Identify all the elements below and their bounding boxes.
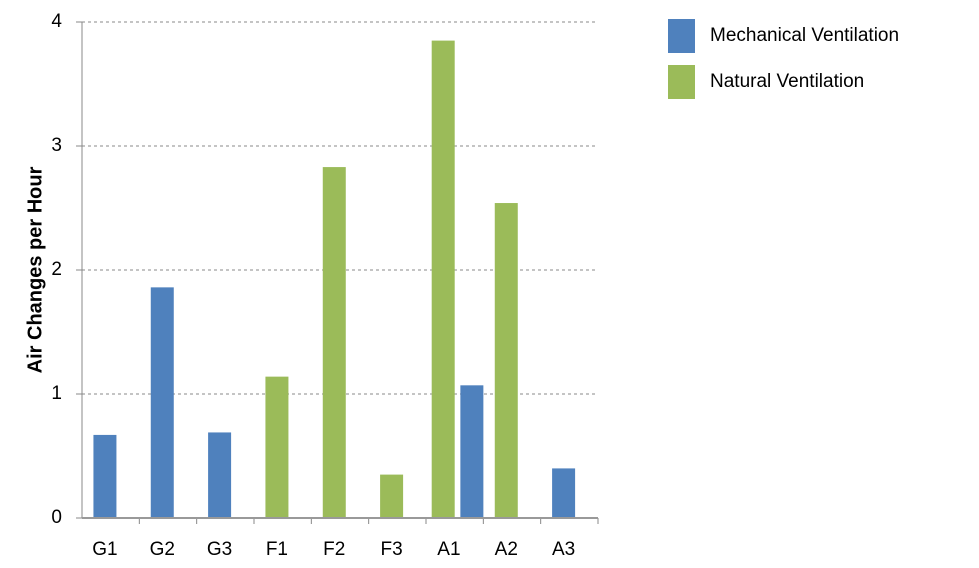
bar [93, 434, 117, 518]
x-tick-label: A3 [552, 539, 575, 560]
bar [265, 376, 289, 518]
x-tick-label: G1 [92, 539, 117, 560]
x-tick-label: F3 [381, 539, 403, 560]
legend-label: Natural Ventilation [710, 71, 864, 92]
y-axis-title: Air Changes per Hour [24, 166, 46, 373]
legend-label: Mechanical Ventilation [710, 25, 899, 46]
x-tick-label: A1 [437, 539, 460, 560]
y-tick-label: 3 [51, 135, 62, 156]
x-tick-label: G2 [150, 539, 175, 560]
y-tick-label: 4 [51, 11, 62, 32]
bar [494, 203, 518, 519]
y-tick-label: 0 [51, 507, 62, 528]
y-tick-label: 1 [51, 383, 62, 404]
x-tick-label: G3 [207, 539, 232, 560]
bar [431, 40, 455, 518]
bar [552, 468, 576, 518]
x-tick-label: F1 [266, 539, 288, 560]
legend-swatch [668, 65, 695, 99]
bar [322, 167, 346, 518]
bar [460, 385, 484, 518]
legend-swatch [668, 19, 695, 53]
bar [208, 432, 232, 518]
bar [150, 287, 174, 518]
x-tick-label: F2 [323, 539, 345, 560]
y-tick-label: 2 [51, 259, 62, 280]
x-tick-label: A2 [495, 539, 518, 560]
bar [380, 474, 404, 518]
